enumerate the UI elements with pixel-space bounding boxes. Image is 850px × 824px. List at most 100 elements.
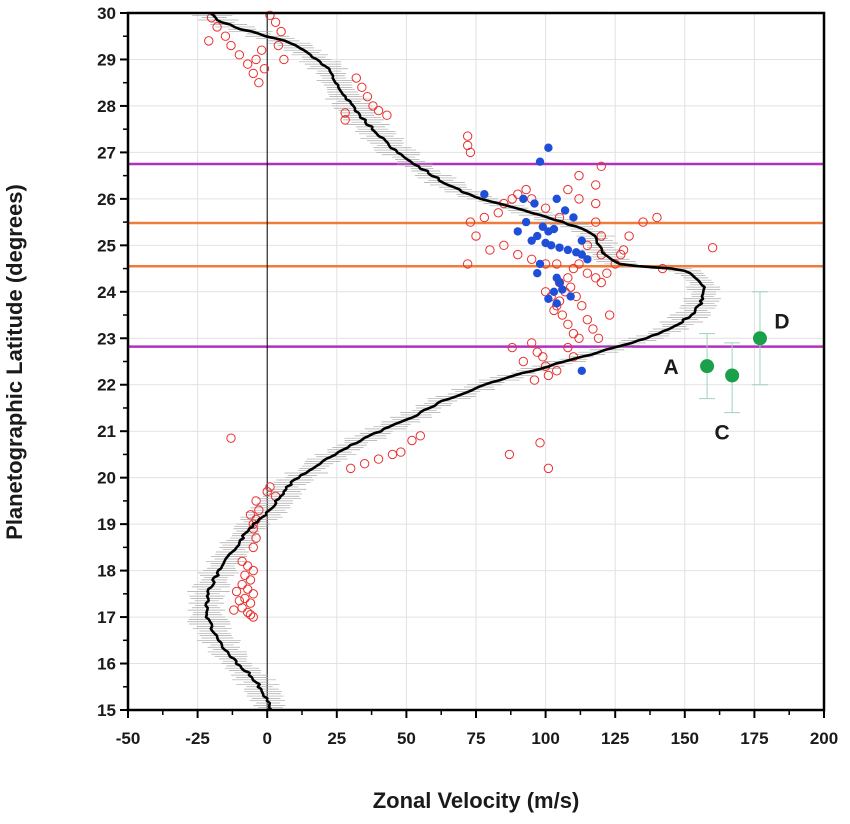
open-point bbox=[493, 208, 503, 218]
open-point bbox=[591, 217, 601, 227]
open-point bbox=[279, 54, 289, 65]
open-point bbox=[251, 533, 261, 543]
open-point bbox=[240, 570, 250, 580]
blue-point bbox=[546, 241, 556, 250]
y-tick-label: 16 bbox=[97, 655, 116, 674]
x-tick-label: 100 bbox=[531, 729, 559, 748]
green-point bbox=[725, 368, 740, 383]
open-point bbox=[582, 268, 593, 278]
open-point bbox=[513, 249, 523, 260]
y-tick-label: 29 bbox=[97, 50, 116, 69]
open-point bbox=[513, 189, 523, 199]
open-point bbox=[387, 449, 398, 460]
open-point bbox=[270, 17, 281, 27]
y-tick-label: 30 bbox=[97, 4, 116, 23]
open-point bbox=[243, 607, 253, 618]
open-point bbox=[563, 184, 573, 195]
blue-point bbox=[519, 194, 528, 204]
open-point bbox=[254, 78, 264, 88]
open-point bbox=[618, 245, 629, 255]
open-point bbox=[591, 198, 601, 209]
open-point bbox=[204, 36, 214, 46]
axis-ticks bbox=[120, 12, 825, 718]
blue-point bbox=[549, 287, 559, 296]
open-point bbox=[543, 370, 554, 381]
blue-point bbox=[544, 294, 553, 303]
open-point bbox=[248, 589, 258, 599]
green-point-label: C bbox=[715, 421, 730, 444]
open-point bbox=[415, 431, 426, 441]
blue-point bbox=[560, 206, 570, 215]
open-point bbox=[574, 194, 584, 204]
y-tick-labels: 15 16 17 18 19 20 21 22 23 24 25 26 27 28 29 30 bbox=[97, 4, 116, 720]
open-point bbox=[262, 486, 272, 497]
open-point bbox=[499, 240, 509, 251]
open-point bbox=[596, 277, 606, 288]
open-point bbox=[593, 333, 604, 343]
open-point bbox=[373, 105, 384, 116]
blue-point bbox=[533, 269, 542, 278]
y-tick-label: 24 bbox=[97, 283, 116, 302]
y-tick-label: 22 bbox=[97, 376, 116, 395]
x-tick-label: -25 bbox=[185, 729, 210, 748]
open-point bbox=[529, 375, 540, 385]
y-axis-title: Planetographic Latitude (degrees) bbox=[2, 184, 27, 540]
open-point bbox=[251, 496, 261, 506]
open-point bbox=[568, 263, 579, 274]
open-point bbox=[248, 612, 258, 622]
open-circle-points bbox=[204, 10, 718, 622]
open-point bbox=[243, 584, 253, 594]
open-point bbox=[574, 170, 584, 181]
open-point bbox=[265, 10, 275, 21]
x-tick-labels: -50 -25 0 25 50 75 100 125 150 175 200 bbox=[116, 729, 838, 748]
open-point bbox=[248, 519, 258, 529]
blue-point bbox=[480, 190, 489, 199]
open-point bbox=[243, 59, 253, 69]
y-tick-label: 26 bbox=[97, 190, 116, 209]
open-point bbox=[240, 593, 250, 604]
blue-point bbox=[538, 222, 548, 231]
open-point bbox=[602, 268, 612, 278]
open-point bbox=[518, 356, 529, 367]
open-point bbox=[276, 26, 286, 37]
blue-point bbox=[533, 231, 542, 241]
open-point bbox=[340, 108, 350, 118]
blue-point bbox=[566, 292, 575, 301]
green-points: A C D bbox=[663, 291, 790, 444]
blue-point bbox=[583, 255, 592, 264]
green-point-label: A bbox=[663, 356, 678, 379]
open-point bbox=[251, 54, 261, 65]
open-point bbox=[563, 273, 573, 283]
open-point bbox=[226, 40, 236, 51]
open-point bbox=[557, 310, 568, 320]
open-point bbox=[535, 438, 545, 448]
open-point bbox=[485, 245, 495, 255]
open-point bbox=[346, 463, 356, 474]
open-point bbox=[591, 273, 601, 283]
open-point bbox=[396, 447, 406, 457]
open-point bbox=[462, 131, 473, 141]
open-point bbox=[237, 579, 247, 590]
open-point bbox=[231, 586, 242, 597]
open-point bbox=[521, 184, 531, 195]
open-point bbox=[568, 328, 579, 339]
blue-point bbox=[577, 250, 586, 259]
blue-point bbox=[569, 213, 578, 222]
y-tick-label: 15 bbox=[97, 701, 116, 720]
open-point bbox=[245, 598, 256, 608]
blue-point bbox=[527, 236, 536, 245]
blue-point bbox=[513, 227, 522, 236]
open-point bbox=[624, 231, 634, 241]
open-point bbox=[212, 22, 222, 32]
open-point bbox=[543, 463, 554, 474]
x-tick-label: 125 bbox=[601, 729, 629, 748]
y-tick-label: 17 bbox=[97, 608, 116, 627]
open-point bbox=[359, 459, 370, 469]
open-point bbox=[357, 82, 367, 93]
y-tick-label: 18 bbox=[97, 562, 116, 581]
x-axis-title: Zonal Velocity (m/s) bbox=[373, 788, 580, 813]
blue-point bbox=[535, 157, 545, 166]
open-point bbox=[273, 40, 284, 51]
open-point bbox=[407, 435, 417, 446]
